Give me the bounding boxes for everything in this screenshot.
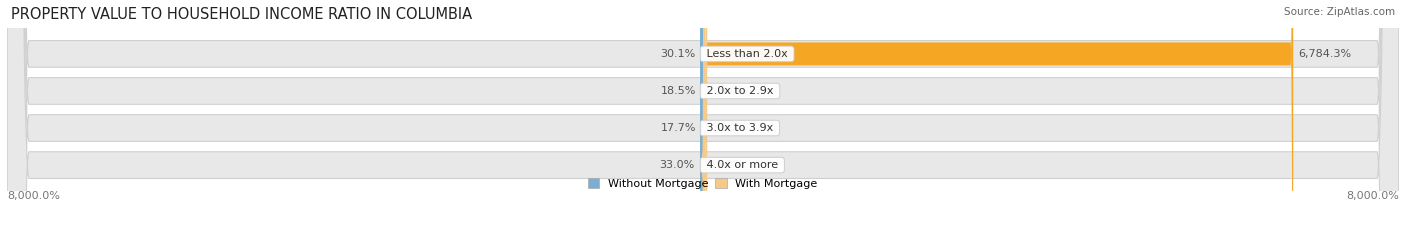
FancyBboxPatch shape xyxy=(7,0,1399,233)
FancyBboxPatch shape xyxy=(703,0,707,233)
Legend: Without Mortgage, With Mortgage: Without Mortgage, With Mortgage xyxy=(588,178,818,189)
Text: 6,784.3%: 6,784.3% xyxy=(1298,49,1351,59)
FancyBboxPatch shape xyxy=(7,0,1399,233)
Text: 30.0%: 30.0% xyxy=(711,123,747,133)
FancyBboxPatch shape xyxy=(700,0,703,233)
Text: 18.5%: 18.5% xyxy=(661,86,696,96)
FancyBboxPatch shape xyxy=(700,0,703,233)
Text: 49.0%: 49.0% xyxy=(713,86,748,96)
FancyBboxPatch shape xyxy=(703,0,1294,233)
FancyBboxPatch shape xyxy=(702,0,706,233)
FancyBboxPatch shape xyxy=(700,0,704,233)
Text: PROPERTY VALUE TO HOUSEHOLD INCOME RATIO IN COLUMBIA: PROPERTY VALUE TO HOUSEHOLD INCOME RATIO… xyxy=(11,7,472,22)
Text: Source: ZipAtlas.com: Source: ZipAtlas.com xyxy=(1284,7,1395,17)
Text: 4.0x or more: 4.0x or more xyxy=(703,160,782,170)
Text: 8,000.0%: 8,000.0% xyxy=(1346,191,1399,201)
FancyBboxPatch shape xyxy=(700,0,704,233)
Text: 8,000.0%: 8,000.0% xyxy=(7,191,60,201)
Text: 3.0x to 3.9x: 3.0x to 3.9x xyxy=(703,123,776,133)
Text: 33.0%: 33.0% xyxy=(659,160,695,170)
Text: 2.0x to 2.9x: 2.0x to 2.9x xyxy=(703,86,778,96)
FancyBboxPatch shape xyxy=(7,0,1399,233)
FancyBboxPatch shape xyxy=(7,0,1399,233)
Text: 17.7%: 17.7% xyxy=(661,123,696,133)
Text: 30.1%: 30.1% xyxy=(659,49,695,59)
Text: Less than 2.0x: Less than 2.0x xyxy=(703,49,792,59)
FancyBboxPatch shape xyxy=(703,0,706,233)
Text: 15.3%: 15.3% xyxy=(710,160,745,170)
